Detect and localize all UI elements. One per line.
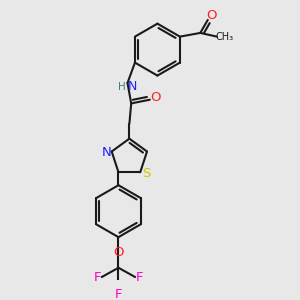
Text: S: S bbox=[142, 167, 150, 180]
Text: N: N bbox=[101, 146, 111, 159]
Text: F: F bbox=[115, 288, 122, 300]
Text: F: F bbox=[136, 272, 143, 284]
Text: N: N bbox=[128, 80, 137, 93]
Text: O: O bbox=[113, 246, 124, 260]
Text: H: H bbox=[118, 82, 126, 92]
Text: O: O bbox=[150, 92, 160, 104]
Text: O: O bbox=[206, 9, 217, 22]
Text: CH₃: CH₃ bbox=[215, 32, 233, 42]
Text: F: F bbox=[93, 272, 101, 284]
